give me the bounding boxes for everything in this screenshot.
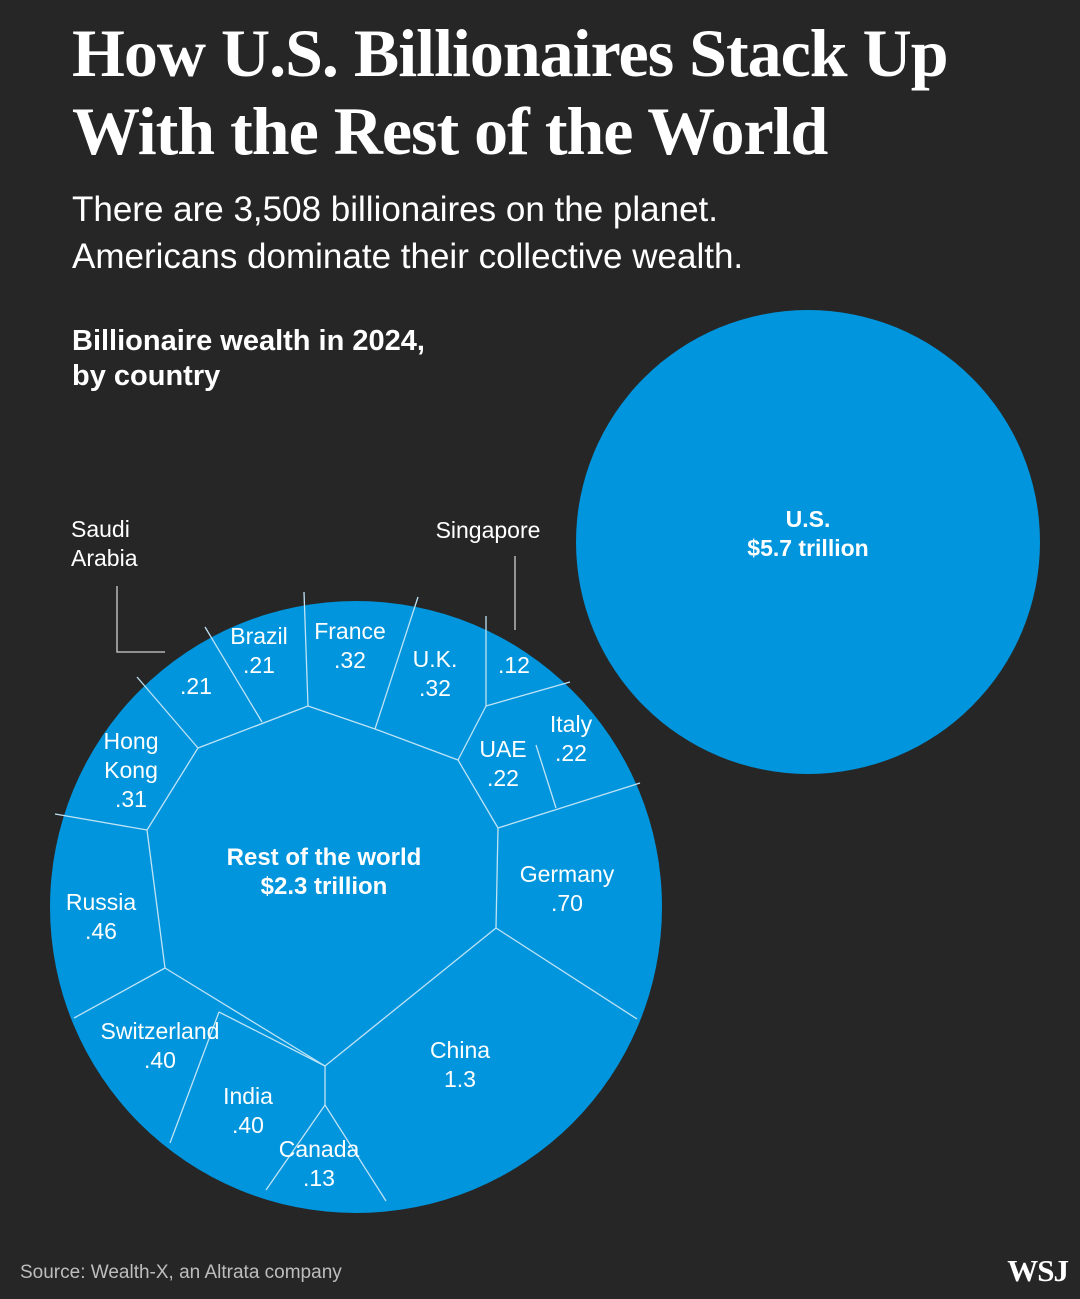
segment-divider bbox=[204, 626, 263, 723]
bubble-world bbox=[50, 601, 662, 1213]
segment-divider bbox=[497, 782, 641, 829]
label-switzerland: Switzerland .40 bbox=[101, 1018, 220, 1073]
wsj-logo: WSJ bbox=[1007, 1253, 1069, 1288]
chart-heading-line-1: Billionaire wealth in 2024, bbox=[72, 325, 425, 357]
label-france: France .32 bbox=[314, 618, 386, 673]
segment-divider bbox=[324, 927, 497, 1067]
label-u-s: U.S. $5.7 trillion bbox=[747, 506, 868, 561]
segment-divider bbox=[218, 1011, 326, 1067]
label-uae: UAE .22 bbox=[479, 736, 526, 791]
chart-heading: Billionaire wealth in 2024, by country bbox=[72, 324, 425, 394]
label-russia: Russia .46 bbox=[66, 889, 137, 944]
segment-divider bbox=[303, 591, 309, 707]
segment-divider bbox=[457, 759, 499, 829]
value-saudi-arabia: .21 bbox=[180, 673, 212, 699]
segment-divider bbox=[146, 747, 199, 831]
name-saudi-arabia: Saudi Arabia bbox=[71, 516, 138, 571]
label-china: China 1.3 bbox=[430, 1037, 490, 1092]
value-singapore: .12 bbox=[498, 652, 530, 678]
label-canada: Canada .13 bbox=[279, 1136, 360, 1191]
segment-divider bbox=[495, 927, 638, 1020]
subtitle-line-2: Americans dominate their collective weal… bbox=[72, 237, 744, 276]
label-u-k: U.K. .32 bbox=[413, 646, 458, 701]
saudi-arabia-leader-line bbox=[116, 586, 165, 653]
segment-divider bbox=[324, 1104, 387, 1202]
segment-divider bbox=[265, 1104, 326, 1191]
subtitle: There are 3,508 billionaires on the plan… bbox=[72, 186, 1032, 280]
segment-divider bbox=[146, 829, 166, 969]
subtitle-line-1: There are 3,508 billionaires on the plan… bbox=[72, 190, 718, 229]
segment-divider bbox=[485, 681, 571, 707]
name-singapore: Singapore bbox=[436, 517, 541, 543]
bubble-us bbox=[576, 310, 1040, 774]
segment-divider bbox=[136, 676, 199, 749]
label-brazil: Brazil .21 bbox=[230, 623, 288, 678]
label-hong-kong: Hong Kong .31 bbox=[104, 728, 159, 812]
chart-heading-line-2: by country bbox=[72, 360, 221, 392]
segment-divider bbox=[374, 728, 459, 761]
label-italy: Italy .22 bbox=[550, 711, 593, 766]
segment-divider bbox=[374, 596, 419, 730]
chart-title: How U.S. Billionaires Stack Up With the … bbox=[72, 15, 949, 169]
segment-divider bbox=[73, 967, 166, 1019]
segment-divider bbox=[535, 744, 557, 809]
segment-divider bbox=[197, 705, 309, 749]
segment-divider bbox=[495, 827, 499, 929]
label-rest-of-the-world: Rest of the world $2.3 trillion bbox=[227, 844, 422, 900]
source-note: Source: Wealth-X, an Altrata company bbox=[20, 1262, 342, 1283]
segment-divider bbox=[307, 705, 376, 730]
segment-divider bbox=[164, 967, 326, 1067]
label-germany: Germany .70 bbox=[520, 861, 615, 916]
segment-divider bbox=[457, 705, 487, 761]
segment-divider bbox=[169, 1011, 220, 1144]
segment-divider bbox=[54, 813, 148, 831]
label-india: India .40 bbox=[223, 1083, 273, 1138]
